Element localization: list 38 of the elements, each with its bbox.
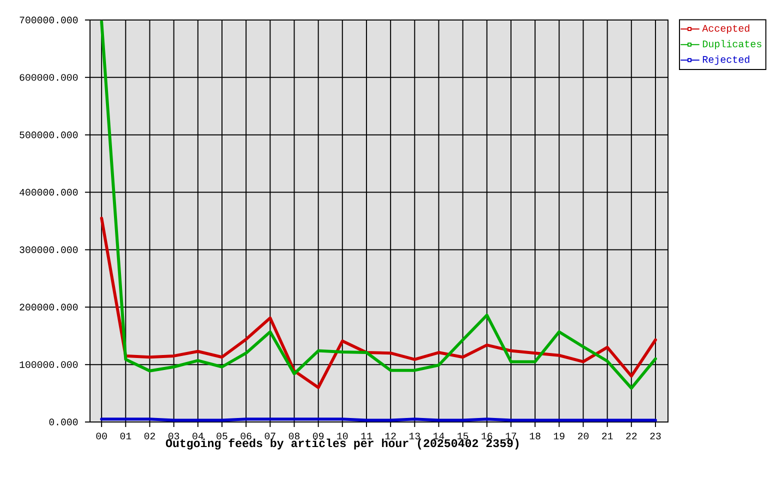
- x-tick-label: 01: [120, 432, 132, 440]
- x-tick-label: 09: [313, 432, 324, 440]
- x-tick-label: 12: [385, 432, 396, 440]
- y-tick-label: 600000.000: [20, 74, 78, 81]
- x-tick-label: 14: [434, 432, 444, 440]
- x-tick-label: 18: [530, 432, 540, 440]
- x-tick-label: 22: [626, 432, 637, 440]
- x-tick-label: 19: [554, 432, 564, 440]
- x-tick-label: 16: [482, 432, 492, 440]
- y-tick-label: 0.000: [49, 418, 78, 426]
- y-tick-label: 200000.000: [20, 304, 78, 310]
- x-tick-label: 23: [650, 432, 661, 440]
- legend-label: Accepted: [702, 24, 750, 34]
- x-tick-label: 05: [216, 432, 228, 440]
- line-series: [100, 20, 657, 390]
- x-tick-label: 04: [192, 432, 204, 440]
- x-tick-label: 17: [506, 432, 516, 440]
- x-tick-label: 07: [264, 432, 276, 440]
- y-tick-label: 100000.000: [20, 361, 78, 368]
- x-tick-label: 21: [602, 432, 613, 440]
- x-tick-label: 11: [361, 432, 372, 440]
- x-tick-label: 03: [168, 432, 180, 440]
- legend-label: Rejected: [702, 56, 750, 65]
- x-tick-label: 15: [458, 432, 468, 440]
- x-tick-label: 02: [144, 432, 155, 440]
- legend-label: Duplicates: [702, 40, 762, 50]
- y-tick-label: 400000.000: [20, 188, 78, 196]
- x-tick-label: 13: [409, 432, 420, 440]
- line-series: [100, 216, 657, 390]
- x-tick-label: 10: [337, 432, 348, 440]
- x-tick-label: 20: [578, 432, 589, 440]
- y-tick-label: 700000.000: [20, 16, 78, 24]
- x-tick-label: 06: [240, 432, 252, 440]
- x-tick-label: 08: [288, 432, 300, 440]
- text: Outgoing feeds by articles per hour (20250402 2359): [166, 438, 518, 450]
- x-tick-label: 00: [96, 432, 107, 440]
- y-tick-label: 500000.000: [20, 132, 78, 138]
- y-tick-label: 300000.000: [20, 246, 78, 254]
